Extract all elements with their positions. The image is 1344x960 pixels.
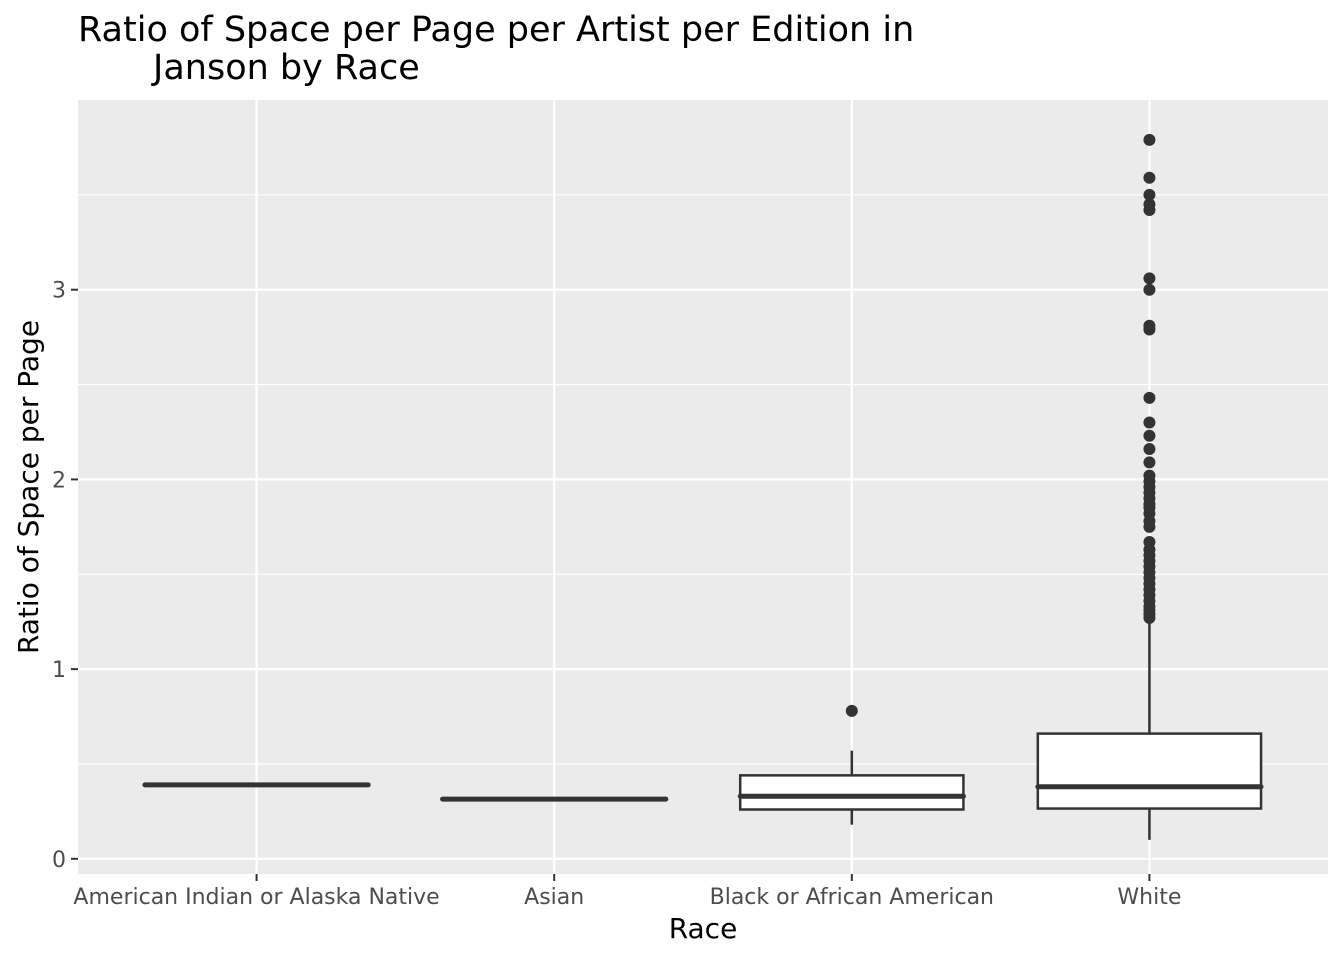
- outlier-point: [1143, 416, 1156, 429]
- outlier-point: [1143, 469, 1156, 482]
- x-axis: American Indian or Alaska Native Asian Bla…: [73, 874, 1181, 910]
- chart-title-line-2: Janson by Race: [151, 48, 420, 88]
- y-tick-label: 2: [52, 468, 66, 493]
- chart-title-line-1: Ratio of Space per Page per Artist per E…: [78, 10, 914, 50]
- outlier-point: [1143, 443, 1156, 456]
- outlier-point: [1143, 272, 1156, 285]
- x-tick-label: Asian: [524, 885, 584, 910]
- outlier-point: [1143, 188, 1156, 201]
- y-tick-label: 1: [52, 658, 66, 683]
- outlier-point: [845, 704, 858, 717]
- box-body: [738, 774, 965, 811]
- x-tick-label: American Indian or Alaska Native: [73, 885, 439, 910]
- x-axis-title: Race: [669, 912, 738, 945]
- outlier-point: [1143, 198, 1156, 211]
- box-3: [737, 704, 966, 825]
- outlier-point: [1143, 319, 1156, 332]
- box-body: [1036, 732, 1263, 810]
- box-plots: [142, 133, 1264, 840]
- y-axis-title: Ratio of Space per Page: [12, 320, 45, 654]
- y-axis: 0 1 2 3: [52, 279, 78, 873]
- outlier-point: [1143, 456, 1156, 469]
- x-tick-label: White: [1117, 885, 1181, 910]
- y-tick-label: 3: [52, 279, 66, 304]
- outlier-point: [1143, 283, 1156, 296]
- outlier-point: [1143, 429, 1156, 442]
- x-tick-label: Black or African American: [710, 885, 994, 910]
- outlier-point: [1143, 171, 1156, 184]
- outlier-point: [1143, 133, 1156, 146]
- outlier-point: [1143, 391, 1156, 404]
- box-4: [1035, 133, 1264, 840]
- y-tick-label: 0: [52, 848, 66, 873]
- outlier-point: [1143, 536, 1156, 549]
- grid-lines: [78, 100, 1328, 874]
